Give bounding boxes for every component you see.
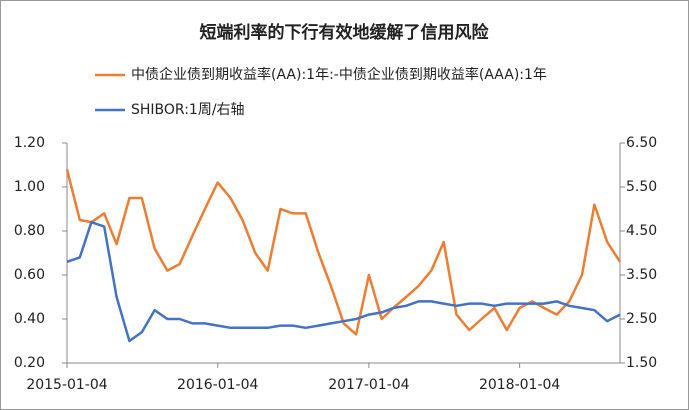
y2-tick-label: 5.50 xyxy=(626,179,657,195)
legend-label: 中债企业债到期收益率(AA):1年:-中债企业债到期收益率(AAA):1年 xyxy=(131,66,547,83)
y-tick-label: 0.20 xyxy=(14,355,45,371)
y2-tick-label: 3.50 xyxy=(626,267,657,283)
x-tick-label: 2015-01-04 xyxy=(26,377,107,393)
y2-tick-label: 1.50 xyxy=(626,355,657,371)
y2-tick-label: 4.50 xyxy=(626,223,657,239)
y2-tick-label: 6.50 xyxy=(626,135,657,151)
x-tick-label: 2018-01-04 xyxy=(479,377,560,393)
series-line xyxy=(66,220,621,343)
x-tick-label: 2016-01-04 xyxy=(177,377,258,393)
chart-title: 短端利率的下行有效地缓解了信用风险 xyxy=(200,22,490,43)
x-tick-label: 2017-01-04 xyxy=(328,377,409,393)
y-tick-label: 0.60 xyxy=(14,267,45,283)
legend-label: SHIBOR:1周/右轴 xyxy=(131,102,245,118)
y2-tick-label: 2.50 xyxy=(626,311,657,327)
y-tick-label: 0.40 xyxy=(14,311,45,327)
y-tick-label: 1.20 xyxy=(14,135,45,151)
y-tick-label: 1.00 xyxy=(14,179,45,195)
y-tick-label: 0.80 xyxy=(14,223,45,239)
